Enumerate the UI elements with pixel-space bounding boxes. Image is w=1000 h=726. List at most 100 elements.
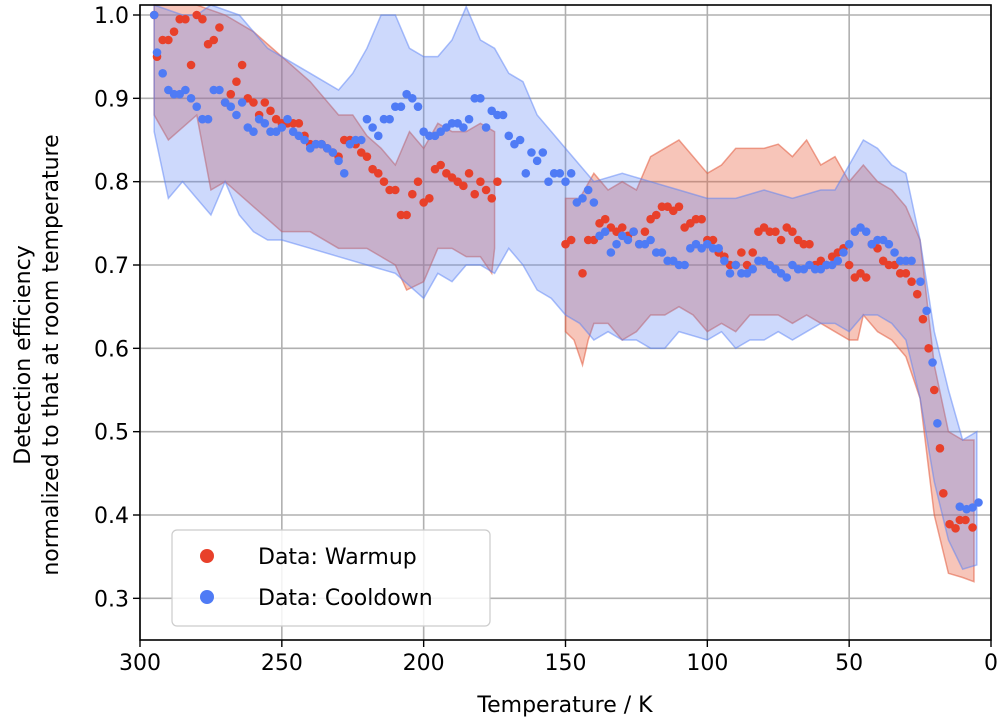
warmup-point xyxy=(436,160,445,170)
warmup-point xyxy=(578,269,587,278)
cooldown-point xyxy=(481,123,491,132)
warmup-point xyxy=(215,23,224,32)
cooldown-point xyxy=(373,131,383,141)
cooldown-point xyxy=(498,110,508,120)
cooldown-point xyxy=(226,102,236,111)
cooldown-point xyxy=(158,69,167,78)
warmup-point xyxy=(945,519,954,529)
x-axis-label: Temperature / K xyxy=(476,693,653,718)
warmup-point xyxy=(640,227,650,236)
cooldown-point xyxy=(720,256,729,266)
x-tick-label: 100 xyxy=(686,651,728,676)
warmup-point xyxy=(232,77,241,86)
warmup-point xyxy=(294,119,304,128)
warmup-point xyxy=(413,177,423,186)
cooldown-point xyxy=(833,256,843,266)
warmup-point xyxy=(912,289,922,299)
cooldown-point xyxy=(555,169,565,178)
warmup-point xyxy=(260,98,270,107)
cooldown-point xyxy=(907,256,916,266)
warmup-point xyxy=(487,194,497,203)
warmup-point xyxy=(737,248,746,257)
cooldown-point xyxy=(277,123,287,132)
cooldown-point xyxy=(532,156,542,166)
warmup-point xyxy=(674,202,684,211)
cooldown-point xyxy=(606,248,616,257)
cooldown-point xyxy=(680,260,689,270)
warmup-band xyxy=(564,138,975,583)
x-tick-label: 0 xyxy=(984,651,998,676)
warmup-point xyxy=(788,227,797,236)
cooldown-point xyxy=(339,169,349,178)
legend-box xyxy=(171,529,491,627)
cooldown-point xyxy=(974,498,983,507)
warmup-point xyxy=(464,169,474,178)
cooldown-point xyxy=(561,177,570,186)
cooldown-point xyxy=(149,10,159,20)
warmup-point xyxy=(266,106,275,116)
y-axis-label-line2: normalized to that at room temperature xyxy=(39,134,64,575)
warmup-point xyxy=(226,89,236,99)
cooldown-point xyxy=(544,177,553,186)
cooldown-point xyxy=(968,503,977,512)
cooldown-point xyxy=(916,277,925,286)
warmup-point xyxy=(918,314,928,324)
warmup-point xyxy=(186,60,196,70)
cooldown-point xyxy=(612,239,621,249)
warmup-point xyxy=(481,185,491,195)
y-axis-label-line1: Detection efficiency xyxy=(11,245,36,464)
cooldown-point xyxy=(714,244,723,253)
cooldown-point xyxy=(181,85,190,95)
cooldown-point xyxy=(583,185,593,195)
cooldown-point xyxy=(782,273,792,282)
cooldown-point xyxy=(928,358,937,367)
cooldown-point xyxy=(476,94,485,103)
cooldown-point xyxy=(933,419,942,428)
warmup-point xyxy=(748,248,758,257)
legend-marker-warmup xyxy=(200,549,214,563)
y-tick-label: 1.0 xyxy=(94,4,129,29)
cooldown-point xyxy=(203,114,213,124)
cooldown-point xyxy=(328,148,338,157)
warmup-point xyxy=(924,344,933,353)
warmup-point xyxy=(961,515,970,525)
cooldown-point xyxy=(566,169,576,178)
cooldown-point xyxy=(192,102,202,111)
cooldown-point xyxy=(521,169,531,178)
cooldown-point xyxy=(152,48,162,57)
cooldown-point xyxy=(731,260,740,270)
warmup-point xyxy=(425,194,434,203)
cooldown-point xyxy=(459,123,468,132)
cooldown-point xyxy=(356,135,366,145)
y-tick-label: 0.4 xyxy=(94,504,129,529)
x-tick-label: 50 xyxy=(835,651,863,676)
cooldown-point xyxy=(527,148,536,157)
warmup-point xyxy=(379,177,389,186)
cooldown-point xyxy=(725,269,735,278)
cooldown-point xyxy=(657,248,667,257)
y-tick-label: 0.8 xyxy=(94,171,129,196)
cooldown-point xyxy=(922,306,931,316)
cooldown-point xyxy=(249,127,258,136)
y-tick-label: 0.5 xyxy=(94,421,129,446)
x-tick-label: 250 xyxy=(261,651,303,676)
cooldown-point xyxy=(890,248,899,257)
cooldown-point xyxy=(362,114,372,124)
legend-label-warmup: Data: Warmup xyxy=(258,545,417,570)
warmup-point xyxy=(935,444,945,453)
cooldown-point xyxy=(368,123,377,132)
warmup-point xyxy=(408,189,417,199)
cooldown-point xyxy=(300,135,309,145)
cooldown-point xyxy=(260,119,270,128)
cooldown-point xyxy=(215,85,224,95)
cooldown-point xyxy=(646,235,655,245)
warmup-point xyxy=(209,35,219,45)
legend: Data: Warmup Data: Cooldown xyxy=(171,529,491,627)
warmup-point xyxy=(939,489,948,498)
warmup-point xyxy=(844,260,854,270)
cooldown-point xyxy=(283,114,292,124)
cooldown-point xyxy=(839,248,848,257)
warmup-point xyxy=(459,181,468,191)
x-tick-label: 200 xyxy=(403,651,445,676)
data-points xyxy=(149,10,983,533)
